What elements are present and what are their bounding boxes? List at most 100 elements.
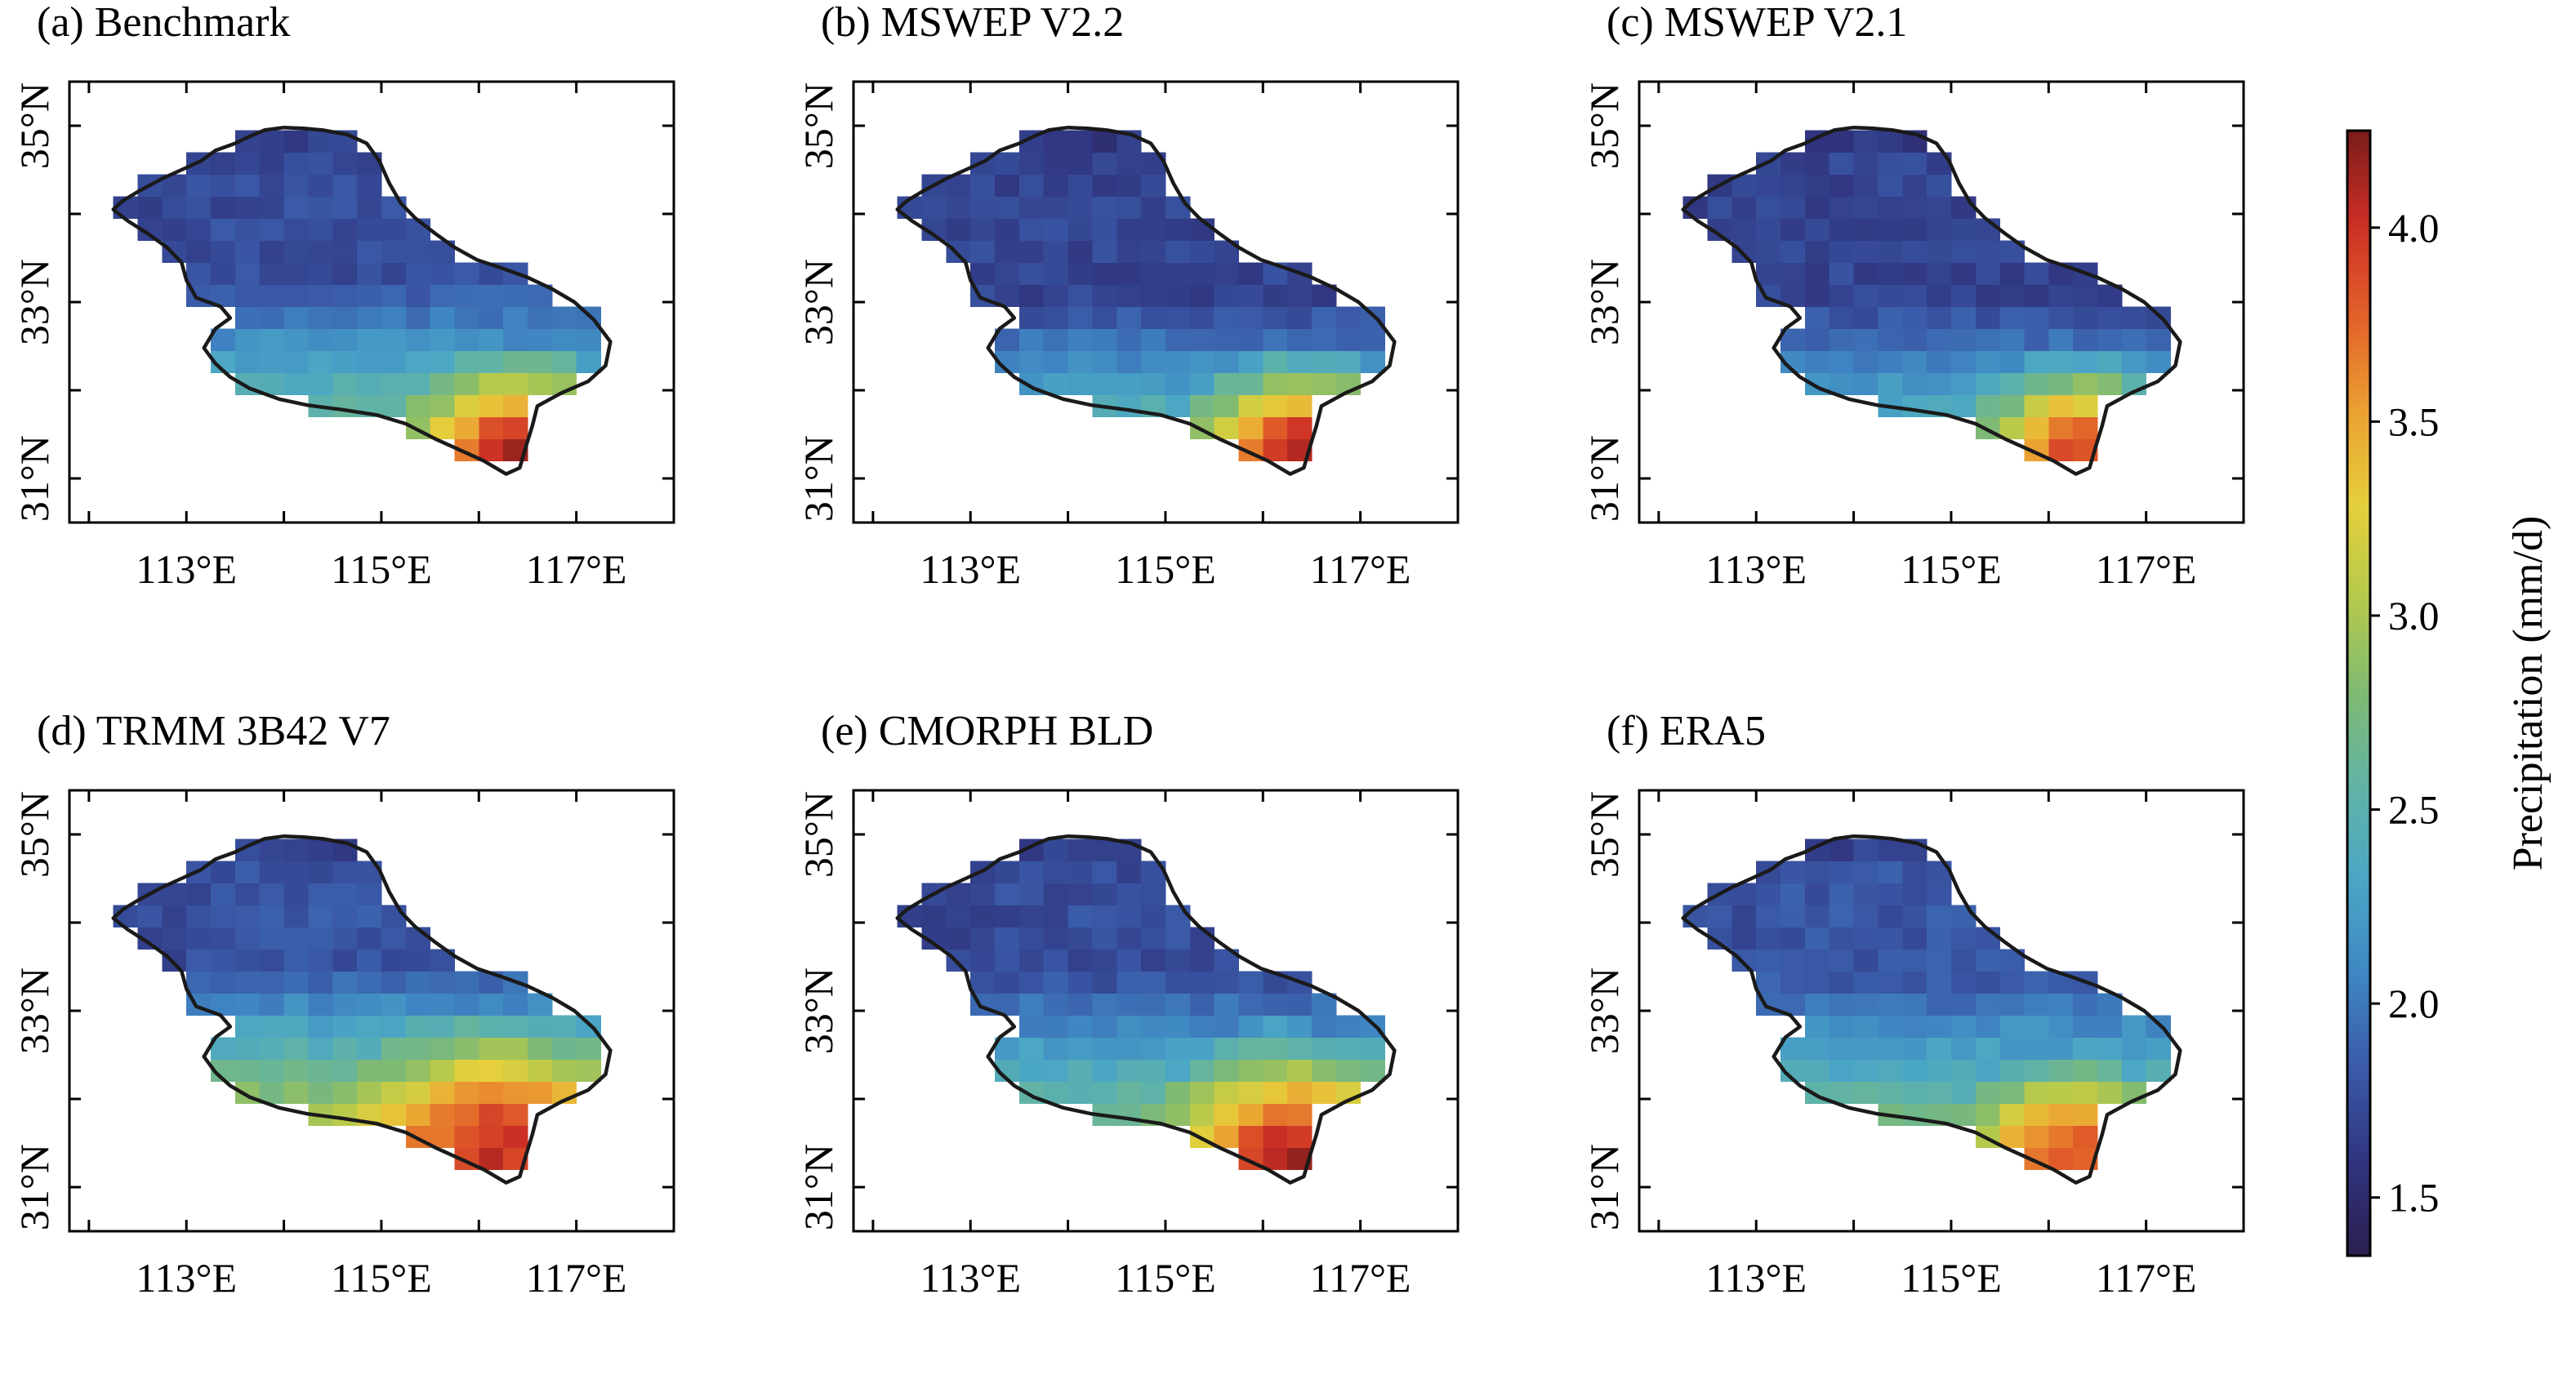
- heatmap-cell: [1902, 927, 1928, 950]
- basin-boundary: [895, 834, 1397, 1185]
- heatmap-cell: [211, 218, 236, 241]
- heatmap-cell: [1927, 284, 1952, 307]
- heatmap-cell: [1950, 196, 1977, 219]
- heatmap-cell: [970, 218, 996, 241]
- heatmap-cell: [1067, 993, 1093, 1016]
- heatmap-cell: [381, 1103, 407, 1126]
- heatmap-cell: [1756, 927, 1781, 950]
- heatmap-cell: [946, 196, 971, 219]
- heatmap-cells: [897, 130, 1385, 461]
- heatmap-cell: [1018, 328, 1045, 351]
- heatmap-cell: [1189, 949, 1215, 972]
- heatmap-cell: [259, 1037, 285, 1060]
- heatmap-cell: [2073, 993, 2098, 1016]
- heatmap-cell: [1731, 196, 1757, 219]
- y-tick-label: 33°N: [1581, 968, 1627, 1054]
- heatmap-cell: [1780, 174, 1806, 197]
- heatmap-cell: [259, 883, 285, 905]
- heatmap-cell: [1116, 927, 1142, 950]
- heatmap-cell: [946, 949, 971, 972]
- heatmap-cell: [308, 949, 333, 972]
- heatmap-cell: [1780, 905, 1806, 927]
- heatmap-cell: [2073, 416, 2098, 439]
- y-tick-label: 35°N: [11, 82, 57, 169]
- heatmap-cell: [1214, 306, 1239, 329]
- panel-title: (e) CMORPH BLD: [821, 708, 1153, 754]
- heatmap-cell: [1018, 350, 1045, 373]
- heatmap-cell: [1975, 328, 2001, 351]
- heatmap-cell: [454, 394, 479, 417]
- heatmap-cell: [1707, 905, 1732, 927]
- heatmap-cell: [283, 218, 309, 241]
- heatmap-cell: [1116, 905, 1142, 927]
- heatmap-cell: [357, 372, 382, 395]
- heatmap-cell: [1335, 328, 1362, 351]
- heatmap-cell: [1756, 949, 1781, 972]
- heatmap-cell: [1067, 372, 1093, 395]
- heatmap-cell: [1927, 262, 1952, 285]
- heatmap-cell: [186, 905, 212, 927]
- heatmap-cell: [1116, 1037, 1142, 1060]
- heatmap-cell: [479, 1059, 504, 1082]
- heatmap-cell: [1263, 1037, 1288, 1060]
- heatmap-cell: [1902, 861, 1928, 883]
- heatmap-cell: [357, 152, 382, 175]
- heatmap-cell: [381, 328, 407, 351]
- heatmap-cell: [1927, 883, 1952, 905]
- heatmap-cell: [405, 240, 431, 263]
- heatmap-cell: [259, 993, 285, 1016]
- heatmap-cell: [1238, 1059, 1263, 1082]
- heatmap-cell: [1092, 152, 1117, 175]
- heatmap-cell: [308, 240, 333, 263]
- heatmap-cell: [2048, 438, 2074, 461]
- heatmap-cell: [308, 328, 333, 351]
- heatmap-cell: [405, 1103, 431, 1126]
- heatmap-cell: [1018, 905, 1045, 927]
- heatmap-cell: [1116, 284, 1142, 307]
- heatmap-cell: [995, 949, 1020, 972]
- heatmap-cell: [2097, 1037, 2123, 1060]
- heatmap-cell: [283, 993, 309, 1016]
- heatmap-cell: [1804, 240, 1830, 263]
- panel-e: (e) CMORPH BLD 113°E 115°E 117°E 31°N 33°N 35°…: [796, 708, 1460, 1301]
- heatmap-cell: [1116, 993, 1142, 1016]
- heatmap-cell: [1756, 971, 1781, 994]
- heatmap-cell: [1975, 350, 2001, 373]
- heatmap-cell: [1238, 971, 1263, 994]
- heatmap-cell: [1165, 1037, 1191, 1060]
- heatmap-cell: [1927, 240, 1952, 263]
- heatmap-cell: [1165, 1015, 1191, 1038]
- heatmap-cell: [1238, 993, 1263, 1016]
- heatmap-cell: [995, 240, 1020, 263]
- heatmap-cell: [1116, 1081, 1142, 1104]
- heatmap-cell: [1116, 262, 1142, 285]
- heatmap-cell: [1999, 993, 2025, 1016]
- heatmap-cell: [357, 1059, 382, 1082]
- heatmap-cell: [1804, 905, 1830, 927]
- heatmap-cell: [503, 1103, 528, 1126]
- heatmap-cell: [1092, 240, 1117, 263]
- heatmap-cell: [283, 1037, 309, 1060]
- heatmap-cell: [1043, 328, 1069, 351]
- heatmap-cell: [1829, 1081, 1855, 1104]
- heatmap-cell: [1287, 284, 1313, 307]
- heatmap-cell: [1189, 1015, 1215, 1038]
- heatmap-cell: [1141, 949, 1166, 972]
- heatmap-cell: [1999, 328, 2025, 351]
- heatmap-cell: [1829, 905, 1855, 927]
- heatmap-cell: [1263, 1125, 1288, 1148]
- heatmap-cell: [1116, 350, 1142, 373]
- heatmap-cell: [1238, 394, 1263, 417]
- heatmap-cell: [1092, 218, 1117, 241]
- heatmap-cell: [1878, 1081, 1903, 1104]
- heatmap-cell: [479, 993, 504, 1016]
- heatmap-cell: [1165, 394, 1191, 417]
- heatmap-cell: [1238, 1125, 1263, 1148]
- heatmap-cell: [308, 174, 333, 197]
- y-tick-label: 33°N: [11, 968, 57, 1054]
- heatmap-cell: [2024, 262, 2049, 285]
- heatmap-cell: [1043, 927, 1069, 950]
- heatmap-cell: [357, 196, 382, 219]
- heatmap-cell: [430, 416, 455, 439]
- heatmap-cell: [1287, 394, 1313, 417]
